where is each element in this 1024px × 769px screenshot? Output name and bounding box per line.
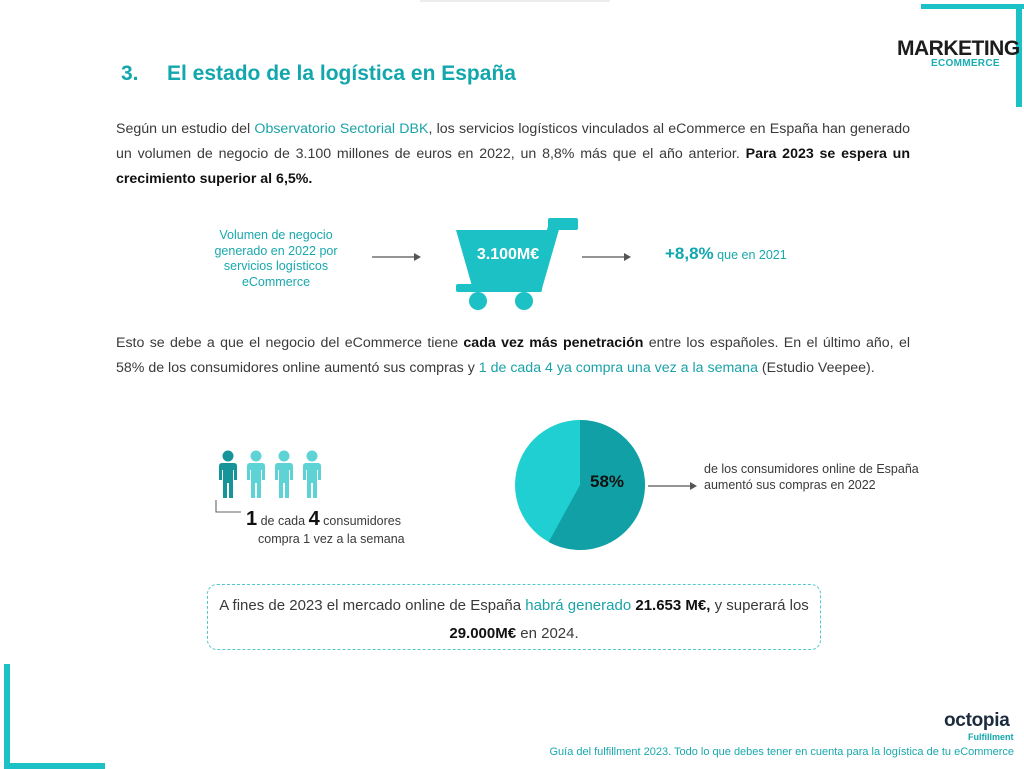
- stat-num-4: 4: [308, 508, 320, 530]
- people-icons: [219, 450, 321, 498]
- forecast-callout-text: A fines de 2023 el mercado online de Esp…: [207, 592, 821, 648]
- callout-bold-1: 21.653 M€,: [631, 597, 711, 614]
- pie-slice-main: [548, 420, 645, 550]
- footer-text: Guía del fulfillment 2023. Todo lo que d…: [549, 746, 1014, 758]
- penetration-text-a: Esto se debe a que el negocio del eComme…: [116, 335, 464, 351]
- person-icon: [247, 450, 265, 498]
- stat-text-2: consumidores: [319, 514, 401, 528]
- octopia-logo: octopia: [944, 710, 1010, 731]
- octopia-logo-sub: Fulfillment: [968, 732, 1014, 742]
- bracket-line: [215, 500, 241, 513]
- stat-num-1: 1: [246, 508, 258, 530]
- corner-frame-right: [1016, 4, 1022, 107]
- intro-bold: Para 2023 se espera un crecimiento super…: [116, 146, 910, 187]
- arrow-right-icon: [372, 253, 421, 261]
- callout-bold-2: 29.000M€: [449, 625, 517, 642]
- pie-percent-label: 58%: [590, 472, 625, 491]
- growth-kpi: +8,8% que en 2021: [665, 244, 787, 264]
- intro-text-b: , los servicios logísticos vinculados al…: [116, 121, 910, 162]
- corner-frame-bottom: [4, 763, 105, 769]
- stat-line-2: compra 1 vez a la semana: [258, 532, 405, 546]
- callout-text-c: en 2024.: [516, 625, 579, 642]
- person-icon: [303, 450, 321, 498]
- one-in-four-stat: 1 de cada 4 consumidores compra 1 vez a …: [246, 508, 446, 546]
- intro-text-a: Según un estudio del: [116, 121, 255, 137]
- shopping-cart-icon: [456, 218, 578, 310]
- section-number: 3.: [121, 62, 139, 85]
- penetration-text-c: (Estudio Veepee).: [757, 360, 875, 376]
- volume-value: 3.100M€: [476, 246, 540, 263]
- veepee-link[interactable]: 1 de cada 4 ya compra una vez a la seman…: [478, 360, 758, 376]
- penetration-bold: cada vez más penetración: [463, 335, 644, 351]
- arrow-right-icon: [582, 253, 631, 261]
- forecast-callout-box: [207, 584, 821, 650]
- logo-main-text: MARKETING: [897, 37, 1020, 60]
- arrow-right-icon: [648, 482, 697, 490]
- penetration-paragraph: Esto se debe a que el negocio del eComme…: [116, 331, 910, 381]
- volume-label: Volumen de negocio generado en 2022 por …: [214, 228, 338, 289]
- logo-sub-text: ECOMMERCE: [931, 58, 1000, 69]
- observatorio-link[interactable]: Observatorio Sectorial DBK: [254, 121, 429, 137]
- person-icon: [219, 450, 237, 498]
- section-title: 3. El estado de la logística en España: [121, 62, 516, 86]
- growth-suffix: que en 2021: [713, 248, 787, 262]
- pie-chart: [515, 420, 645, 550]
- callout-text-b: y superará los: [710, 597, 809, 614]
- pie-description: de los consumidores online de España aum…: [704, 462, 919, 492]
- corner-frame-top: [921, 4, 1024, 9]
- growth-value: +8,8%: [665, 244, 714, 263]
- corner-frame-left: [4, 664, 10, 769]
- person-icon: [275, 450, 293, 498]
- callout-text-a: A fines de 2023 el mercado online de Esp…: [219, 597, 526, 614]
- callout-link[interactable]: habrá generado: [525, 597, 632, 614]
- intro-paragraph: Según un estudio del Observatorio Sector…: [116, 117, 910, 192]
- penetration-text-b: entre los españoles. En el último año, e…: [116, 335, 910, 376]
- section-title-text: El estado de la logística en España: [167, 62, 516, 85]
- stat-text-1: de cada: [257, 514, 309, 528]
- marketing4ecommerce-logo: MARKETING ECOMMERCE: [897, 37, 1020, 74]
- top-divider: [420, 0, 610, 2]
